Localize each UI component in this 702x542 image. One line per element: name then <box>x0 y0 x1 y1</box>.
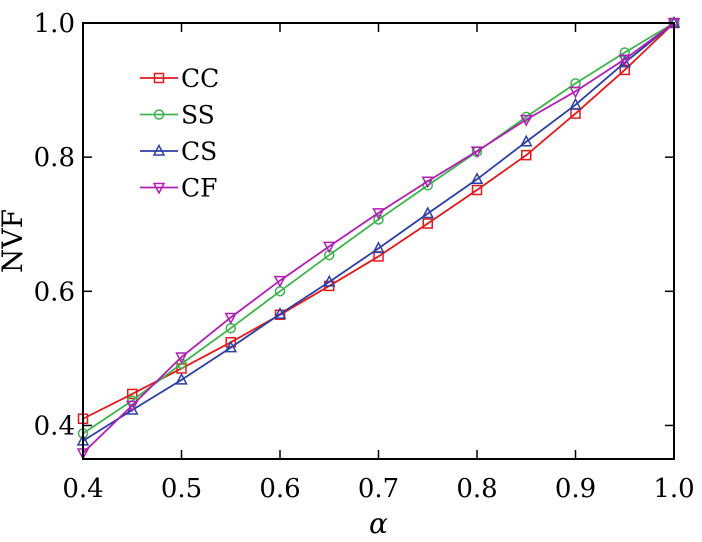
data-point <box>126 400 139 413</box>
series-cc <box>77 17 680 425</box>
data-point <box>152 143 166 156</box>
data-point <box>569 97 582 110</box>
legend-label: CF <box>181 174 217 203</box>
plot-frame <box>82 22 675 460</box>
series-line <box>82 22 675 420</box>
data-point <box>153 72 165 84</box>
x-tick-label: 0.6 <box>259 474 300 504</box>
x-tick-label: 0.8 <box>456 474 497 504</box>
data-point <box>470 146 484 159</box>
data-point <box>152 182 166 195</box>
legend-item-cs: CS <box>140 137 217 166</box>
data-point <box>372 241 385 254</box>
series-line <box>82 22 675 454</box>
axis-ticks <box>82 22 675 459</box>
legend-item-ss: SS <box>140 101 215 130</box>
x-axis-label: α <box>369 507 388 540</box>
x-tick-label: 1.0 <box>653 474 694 504</box>
data-point <box>176 358 187 370</box>
x-tick-label: 0.5 <box>161 474 202 504</box>
data-point <box>273 275 287 288</box>
data-point <box>224 312 237 325</box>
data-point <box>520 114 533 127</box>
data-point <box>422 218 433 229</box>
data-point <box>373 214 384 225</box>
y-axis-label: NVF <box>0 209 29 273</box>
data-point <box>175 372 188 385</box>
x-tick-label: 0.4 <box>62 474 103 504</box>
legend-label: CS <box>181 137 217 166</box>
data-point <box>126 402 139 415</box>
legend-label: SS <box>181 101 215 130</box>
data-point <box>224 340 237 353</box>
legend-item-cf: CF <box>140 174 217 203</box>
data-point <box>175 352 188 365</box>
x-tick-label: 0.9 <box>555 474 596 504</box>
data-point <box>274 309 286 321</box>
data-point <box>323 274 336 287</box>
data-point <box>470 172 484 185</box>
data-point <box>421 206 434 219</box>
y-tick-label: 0.4 <box>34 411 75 441</box>
data-point <box>372 208 385 220</box>
series-cs <box>76 15 681 446</box>
series-line <box>82 22 675 442</box>
data-point <box>421 176 434 189</box>
x-tick-label: 0.7 <box>358 474 399 504</box>
series-cf <box>76 18 681 461</box>
data-point <box>273 307 287 319</box>
legend: CC SS CS CF <box>140 64 219 203</box>
legend-item-cc: CC <box>140 64 219 93</box>
y-tick-label: 1.0 <box>34 9 75 39</box>
data-point <box>127 388 138 400</box>
data-point <box>618 54 631 67</box>
data-point <box>323 241 336 254</box>
legend-label: CC <box>181 64 219 93</box>
data-point <box>569 86 582 99</box>
data-point <box>520 134 533 147</box>
y-tick-label: 0.8 <box>34 143 75 173</box>
tick-labels: 0.4 0.5 0.6 0.7 0.8 0.9 1.0 0.4 0.6 0.8 1.0 <box>34 9 695 504</box>
data-point <box>471 184 483 196</box>
y-tick-label: 0.6 <box>34 277 75 307</box>
data-point <box>153 109 165 120</box>
data-point <box>521 149 532 161</box>
series-layer <box>76 15 681 461</box>
